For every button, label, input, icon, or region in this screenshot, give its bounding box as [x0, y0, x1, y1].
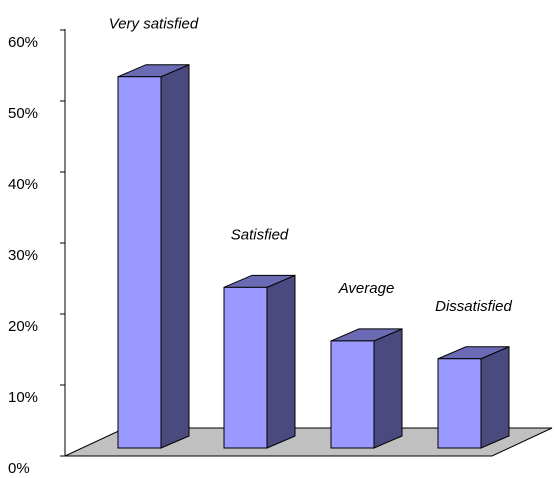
category-label: Very satisfied — [109, 16, 199, 33]
y-tick-label: 50% — [8, 105, 38, 122]
y-tick-label: 30% — [8, 247, 38, 264]
y-tick-label: 20% — [8, 318, 38, 335]
y-tick-label: 10% — [8, 389, 38, 406]
y-axis-layer: 0% 10% 20% 30% 40% 50% 60% — [8, 29, 65, 477]
bar — [331, 341, 374, 448]
category-label: Average — [338, 280, 395, 297]
bar-side-face — [374, 329, 402, 448]
bar-side-face — [481, 347, 509, 448]
category-label: Dissatisfied — [435, 298, 512, 315]
bar-side-face — [267, 275, 295, 448]
bar — [224, 287, 267, 448]
bar-side-face — [161, 65, 189, 448]
bars-layer — [118, 65, 509, 448]
y-tick-label: 40% — [8, 176, 38, 193]
category-label: Satisfied — [231, 226, 289, 243]
y-tick-label: 0% — [8, 460, 30, 477]
bar — [438, 359, 481, 448]
y-tick-label: 60% — [8, 34, 38, 51]
bar — [118, 77, 161, 448]
